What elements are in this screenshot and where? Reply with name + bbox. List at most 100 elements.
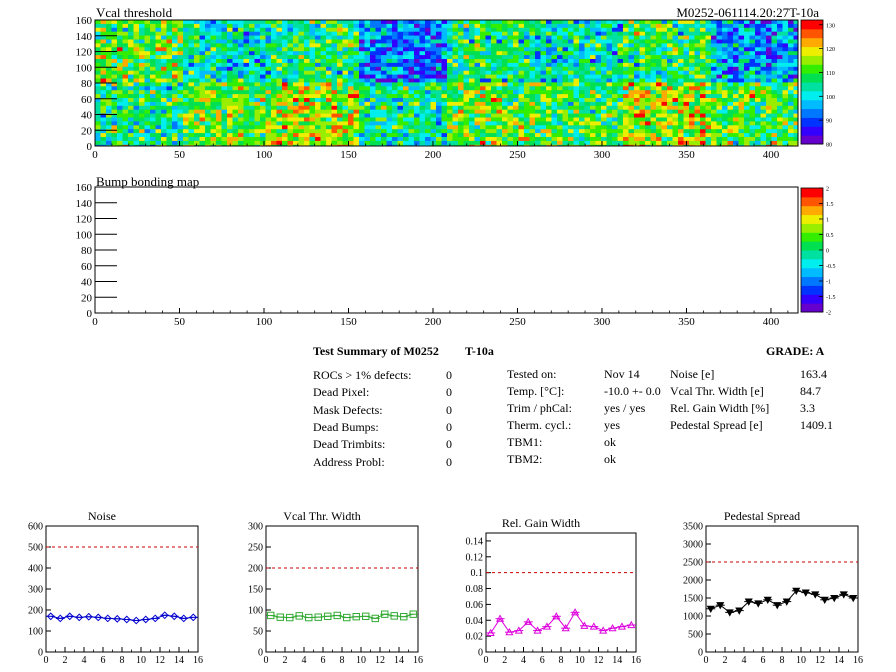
- heatmap-cell: [315, 90, 321, 95]
- heatmap-cell: [238, 86, 244, 91]
- heatmap-cell: [177, 94, 184, 99]
- heatmap-cell: [397, 27, 404, 32]
- heatmap-cell: [667, 109, 673, 114]
- heatmap-cell: [150, 144, 156, 146]
- y-tick-label: 200: [248, 564, 263, 575]
- heatmap-cell: [117, 70, 123, 75]
- heatmap-cell: [584, 74, 591, 79]
- heatmap-cell: [760, 31, 767, 36]
- heatmap-cell: [639, 137, 646, 142]
- heatmap-cell: [100, 31, 107, 36]
- color-scale-label: 1: [826, 218, 829, 224]
- heatmap-cell: [353, 23, 360, 29]
- heatmap-cell: [386, 140, 393, 146]
- heatmap-cell: [458, 133, 464, 138]
- heatmap-cell: [716, 23, 723, 29]
- heatmap-cell: [337, 20, 343, 25]
- heatmap-cell: [408, 74, 415, 79]
- heatmap-cell: [518, 70, 525, 75]
- heatmap-cell: [452, 90, 459, 95]
- heatmap-cell: [199, 39, 206, 44]
- heatmap-cell: [755, 129, 761, 134]
- heatmap-cell: [579, 144, 585, 146]
- heatmap-cell: [144, 31, 151, 36]
- heatmap-cell: [458, 66, 464, 71]
- heatmap-cell: [562, 105, 569, 110]
- heatmap-cell: [777, 51, 783, 56]
- heatmap-cell: [392, 86, 398, 91]
- color-scale-band: [801, 90, 823, 96]
- heatmap-cell: [469, 86, 475, 91]
- heatmap-cell: [788, 78, 794, 83]
- heatmap-cell: [430, 66, 437, 71]
- heatmap-cell: [766, 70, 772, 75]
- heatmap-cell: [711, 31, 717, 36]
- heatmap-cell: [689, 125, 695, 130]
- heatmap-cell: [293, 31, 299, 36]
- heatmap-cell: [430, 27, 437, 32]
- heatmap-cell: [722, 144, 728, 146]
- heatmap-cell: [656, 31, 662, 36]
- heatmap-cell: [386, 66, 393, 71]
- heatmap-cell: [243, 78, 250, 83]
- heatmap-cell: [749, 43, 756, 48]
- heatmap-cell: [612, 27, 618, 32]
- heatmap-cell: [507, 39, 514, 44]
- heatmap-cell: [722, 117, 728, 122]
- heatmap-cell: [183, 133, 189, 138]
- heatmap-cell: [381, 78, 387, 83]
- heatmap-cell: [309, 74, 316, 79]
- heatmap-cell: [540, 101, 547, 107]
- heatmap-cell: [606, 140, 613, 146]
- heatmap-cell: [419, 78, 426, 83]
- heatmap-cell: [711, 23, 717, 29]
- heatmap-cell: [392, 23, 398, 29]
- heatmap-cell: [755, 51, 761, 56]
- heatmap-cell: [744, 137, 750, 142]
- heatmap-cell: [441, 78, 448, 83]
- heatmap-cell: [491, 47, 497, 52]
- heatmap-cell: [298, 140, 305, 146]
- heatmap-cell: [727, 109, 734, 114]
- heatmap-cell: [700, 86, 706, 91]
- heatmap-cell: [359, 39, 365, 44]
- heatmap-cell: [496, 109, 503, 114]
- heatmap-cell: [122, 39, 129, 44]
- heatmap-cell: [133, 20, 140, 25]
- y-tick-label: 20: [81, 292, 93, 304]
- heatmap-cell: [788, 137, 794, 142]
- heatmap-cell: [375, 105, 382, 110]
- heatmap-cell: [458, 125, 464, 130]
- heatmap-cell: [100, 43, 107, 48]
- heatmap-cell: [122, 55, 129, 60]
- heatmap-cell: [414, 62, 420, 68]
- heatmap-cell: [293, 94, 299, 99]
- heatmap-cell: [656, 129, 662, 134]
- heatmap-cell: [419, 129, 426, 134]
- heatmap-cell: [381, 31, 387, 36]
- heatmap-cell: [705, 140, 712, 146]
- heatmap-cell: [210, 86, 217, 91]
- heatmap-cell: [161, 101, 167, 107]
- heatmap-cell: [177, 20, 184, 25]
- heatmap-cell: [128, 43, 134, 48]
- heatmap-cell: [711, 98, 717, 103]
- heatmap-cell: [392, 94, 398, 99]
- heatmap-cell: [337, 144, 343, 146]
- heatmap-cell: [353, 74, 360, 79]
- heatmap-cell: [502, 121, 508, 126]
- heatmap-cell: [282, 137, 288, 142]
- heatmap-cell: [375, 55, 382, 60]
- heatmap-cell: [133, 101, 140, 107]
- heatmap-cell: [645, 98, 651, 103]
- heatmap-cell: [106, 86, 112, 91]
- heatmap-cell: [661, 70, 668, 75]
- heatmap-cell: [199, 78, 206, 83]
- heatmap-cell: [260, 121, 266, 126]
- heatmap-cell: [650, 78, 657, 83]
- heatmap-cell: [623, 109, 629, 114]
- heatmap-cell: [166, 113, 173, 118]
- heatmap-cell: [370, 105, 376, 110]
- heatmap-cell: [249, 47, 255, 52]
- heatmap-cell: [568, 121, 574, 126]
